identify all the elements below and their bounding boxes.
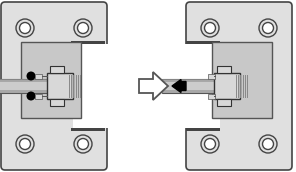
Bar [208, 94, 215, 99]
Circle shape [201, 135, 219, 153]
Polygon shape [139, 72, 168, 100]
Bar [162, 90, 240, 93]
Circle shape [16, 135, 34, 153]
Bar [208, 73, 215, 78]
Bar [50, 99, 64, 106]
Bar [35, 94, 42, 99]
Circle shape [201, 19, 219, 37]
Circle shape [20, 138, 30, 149]
Bar [0, 79, 63, 82]
Circle shape [74, 19, 92, 37]
Circle shape [27, 92, 36, 100]
Circle shape [259, 135, 277, 153]
Circle shape [205, 23, 215, 34]
Circle shape [205, 138, 215, 149]
Bar [35, 73, 42, 78]
Bar [73, 44, 109, 128]
Circle shape [263, 138, 274, 149]
Bar [186, 128, 220, 131]
Circle shape [20, 23, 30, 34]
Bar [184, 44, 220, 128]
Bar [21, 42, 81, 118]
FancyArrow shape [172, 79, 186, 93]
Bar [162, 79, 240, 82]
Circle shape [74, 135, 92, 153]
Bar [214, 73, 240, 99]
Bar [71, 128, 105, 131]
Bar [50, 66, 64, 73]
Bar [0, 90, 63, 93]
Bar [186, 41, 220, 44]
Circle shape [27, 72, 36, 80]
Bar [162, 79, 240, 93]
Bar [71, 41, 105, 44]
Bar [212, 42, 272, 118]
Bar [217, 66, 231, 73]
Bar [217, 99, 231, 106]
FancyBboxPatch shape [186, 2, 292, 170]
Circle shape [16, 19, 34, 37]
Circle shape [78, 23, 89, 34]
FancyBboxPatch shape [1, 2, 107, 170]
Bar [47, 73, 73, 99]
Circle shape [259, 19, 277, 37]
Circle shape [263, 23, 274, 34]
Bar [0, 79, 63, 93]
Circle shape [78, 138, 89, 149]
